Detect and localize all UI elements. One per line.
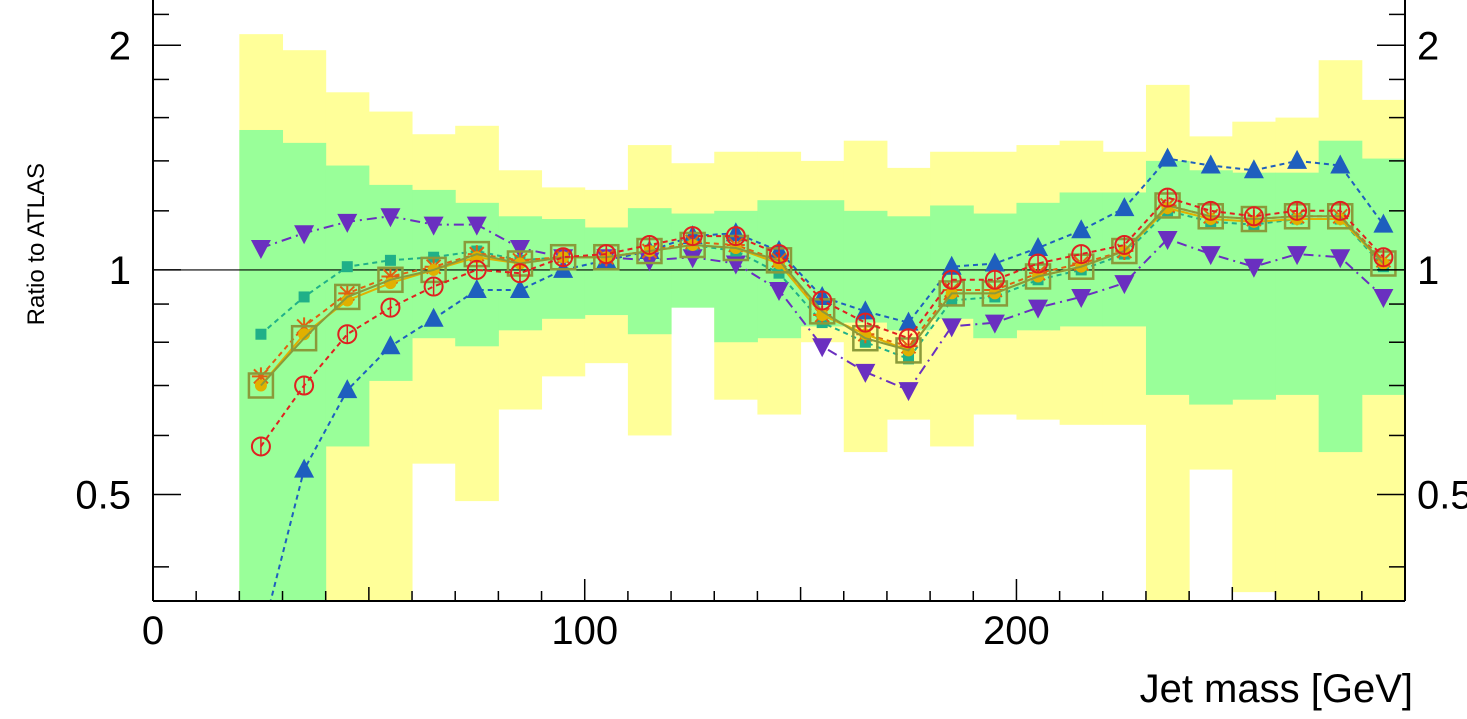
data-series: [247, 147, 1397, 647]
series-0-point: [1028, 236, 1049, 256]
series-1-point: [1373, 288, 1394, 308]
series-1-point: [1071, 288, 1092, 308]
series-5-point: [247, 372, 275, 399]
series-5-point: [334, 283, 361, 311]
series-2-point: [255, 328, 267, 340]
series-1-point: [466, 216, 487, 236]
axes-frame: [152, 0, 1406, 602]
series-4-point: [298, 328, 311, 341]
band-inner-bin: [627, 208, 672, 335]
series-0-point: [509, 278, 530, 298]
series-1-point: [855, 363, 876, 383]
band-inner-bin: [239, 129, 284, 601]
series-1-point: [294, 225, 315, 245]
series-1-point: [250, 239, 271, 259]
series-0-point: [380, 335, 401, 355]
series-0-point: [1114, 197, 1135, 217]
series-0-point: [466, 278, 487, 298]
series-0-point: [1373, 213, 1394, 233]
series-2-point: [384, 254, 396, 266]
uncertainty-bands: [239, 34, 1405, 601]
series-1-point: [984, 314, 1005, 334]
series-1-point: [1157, 231, 1178, 251]
y-tick-label-left: 2: [109, 24, 131, 68]
series-1-point: [337, 213, 358, 233]
series-1-point: [1200, 246, 1221, 266]
y-tick-label-left: 1: [109, 249, 131, 293]
series-5-point: [377, 266, 404, 294]
band-inner-bin: [886, 216, 931, 331]
y-axis-label: Ratio to ATLAS: [23, 163, 50, 325]
band-inner-bin: [584, 227, 629, 316]
series-3-point: [381, 267, 400, 286]
series-3-point: [338, 284, 357, 303]
series-0-point: [1287, 149, 1308, 169]
series-0-point: [337, 379, 358, 399]
series-0-point: [251, 628, 271, 647]
band-inner-bin: [1318, 140, 1363, 453]
series-0-point: [941, 255, 962, 275]
series-1-point: [682, 249, 703, 269]
x-tick-label: 200: [983, 609, 1050, 653]
series-5-point: [290, 324, 318, 352]
series-2-point: [341, 261, 353, 273]
series-0-point: [1200, 154, 1221, 174]
series-1-point: [1287, 246, 1308, 266]
y-tick-label-right: 0.5: [1417, 474, 1467, 518]
y-tick-label-right: 2: [1417, 24, 1439, 68]
series-1-point: [509, 239, 530, 259]
series-3-point: [251, 367, 270, 386]
series-1-point: [423, 216, 444, 236]
series-0-point: [1243, 159, 1264, 179]
series-1-point: [769, 281, 789, 301]
series-line-5: [260, 204, 1385, 387]
series-2-point: [946, 294, 958, 306]
series-0-point: [1157, 147, 1178, 167]
series-0-point: [984, 252, 1005, 272]
y-tick-label-left: 0.5: [75, 474, 131, 518]
series-1-point: [941, 318, 962, 338]
series-2-point: [903, 353, 915, 365]
series-1-point: [380, 208, 401, 228]
series-0-point: [294, 458, 315, 478]
x-tick-label: 100: [551, 609, 618, 653]
series-4-point: [341, 294, 354, 307]
series-1-point: [1243, 258, 1264, 278]
axis-ticks: 0 100 200 0.5 0.5 1 1 2 2: [75, 13, 1467, 653]
series-1-point: [898, 382, 919, 402]
y-tick-label-right: 1: [1417, 249, 1439, 293]
series-0-point: [898, 311, 919, 331]
series-1-point: [1330, 249, 1351, 269]
series-0-point: [1330, 154, 1351, 174]
series-0-point: [1071, 219, 1092, 239]
x-axis-label: Jet mass [GeV]: [1140, 667, 1413, 711]
series-1-point: [1028, 299, 1049, 319]
x-tick-label: 0: [142, 609, 164, 653]
series-0-point: [423, 307, 444, 327]
series-2-point: [298, 291, 310, 303]
series-1-point: [812, 338, 833, 358]
series-1-point: [1114, 275, 1135, 295]
